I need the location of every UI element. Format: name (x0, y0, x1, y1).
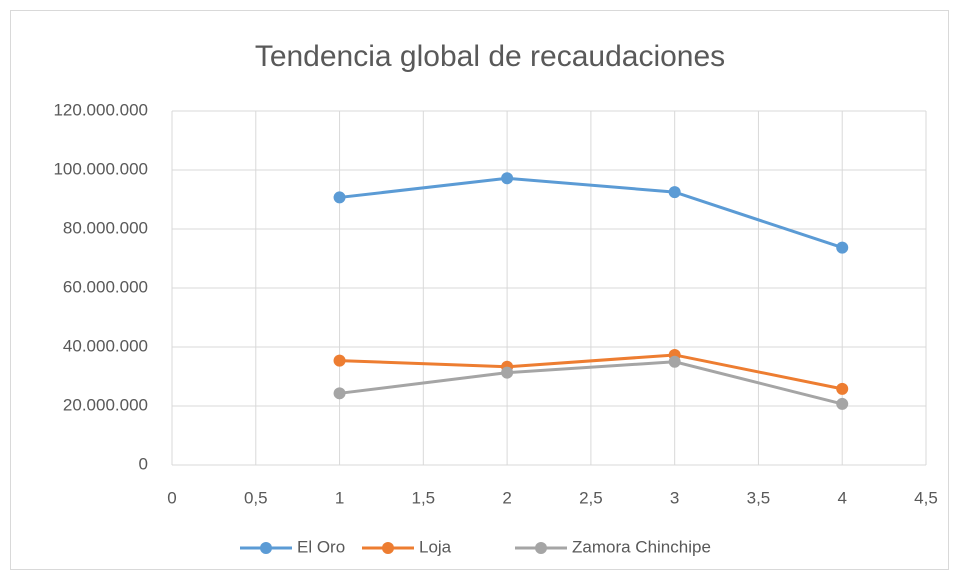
chart-title: Tendencia global de recaudaciones (255, 40, 725, 73)
data-point (836, 241, 849, 254)
legend-marker (260, 542, 272, 554)
legend-marker (535, 542, 547, 554)
data-point (501, 172, 514, 185)
legend-marker (382, 542, 394, 554)
x-tick-label: 0 (167, 488, 176, 507)
y-tick-label: 60.000.000 (63, 277, 148, 296)
x-tick-label: 1,5 (412, 488, 436, 507)
y-tick-label: 40.000.000 (63, 336, 148, 355)
series-line (339, 353, 843, 391)
data-point (333, 387, 346, 400)
y-tick-label: 120.000.000 (53, 100, 148, 119)
data-point (668, 186, 681, 199)
chart-border (10, 10, 949, 570)
y-tick-label: 100.000.000 (53, 159, 148, 178)
series-line (339, 360, 843, 406)
legend-label: El Oro (297, 537, 345, 556)
series-line (339, 176, 843, 250)
x-tick-label: 4 (837, 488, 846, 507)
x-tick-label: 3 (670, 488, 679, 507)
x-tick-label: 4,5 (914, 488, 938, 507)
legend-label: Loja (419, 537, 452, 556)
y-tick-label: 80.000.000 (63, 218, 148, 237)
x-tick-label: 2 (502, 488, 511, 507)
data-point (836, 382, 849, 395)
data-point (501, 366, 514, 379)
x-tick-label: 0,5 (244, 488, 268, 507)
x-tick-label: 2,5 (579, 488, 603, 507)
y-tick-label: 20.000.000 (63, 395, 148, 414)
data-point (333, 191, 346, 204)
data-point (333, 354, 346, 367)
data-point (668, 355, 681, 368)
data-point (836, 397, 849, 410)
x-tick-label: 3,5 (747, 488, 771, 507)
y-tick-label: 0 (139, 454, 148, 473)
legend-label: Zamora Chinchipe (572, 537, 711, 556)
x-tick-label: 1 (335, 488, 344, 507)
